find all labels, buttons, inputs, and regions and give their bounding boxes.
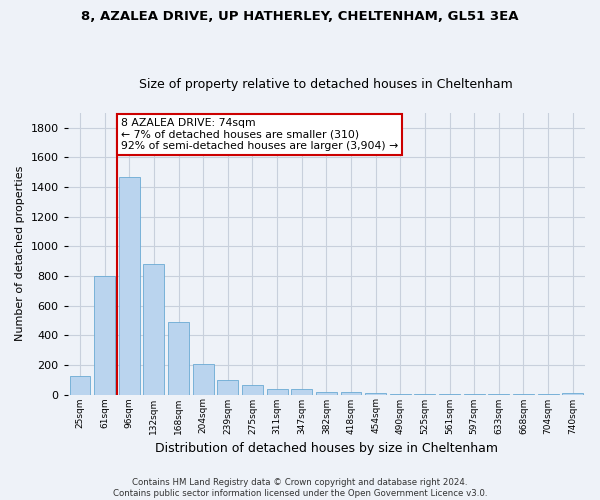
Bar xyxy=(341,392,361,394)
Bar xyxy=(365,392,386,394)
Bar xyxy=(143,264,164,394)
Bar xyxy=(242,385,263,394)
Text: 8 AZALEA DRIVE: 74sqm
← 7% of detached houses are smaller (310)
92% of semi-deta: 8 AZALEA DRIVE: 74sqm ← 7% of detached h… xyxy=(121,118,398,152)
Y-axis label: Number of detached properties: Number of detached properties xyxy=(15,166,25,342)
Bar xyxy=(316,392,337,394)
Bar xyxy=(94,276,115,394)
Bar xyxy=(193,364,214,394)
Bar xyxy=(119,176,140,394)
Title: Size of property relative to detached houses in Cheltenham: Size of property relative to detached ho… xyxy=(139,78,513,91)
Bar xyxy=(168,322,189,394)
Bar xyxy=(70,376,91,394)
Text: Contains HM Land Registry data © Crown copyright and database right 2024.
Contai: Contains HM Land Registry data © Crown c… xyxy=(113,478,487,498)
Bar xyxy=(217,380,238,394)
X-axis label: Distribution of detached houses by size in Cheltenham: Distribution of detached houses by size … xyxy=(155,442,498,455)
Bar xyxy=(562,392,583,394)
Text: 8, AZALEA DRIVE, UP HATHERLEY, CHELTENHAM, GL51 3EA: 8, AZALEA DRIVE, UP HATHERLEY, CHELTENHA… xyxy=(81,10,519,23)
Bar xyxy=(266,389,287,394)
Bar xyxy=(291,390,312,394)
